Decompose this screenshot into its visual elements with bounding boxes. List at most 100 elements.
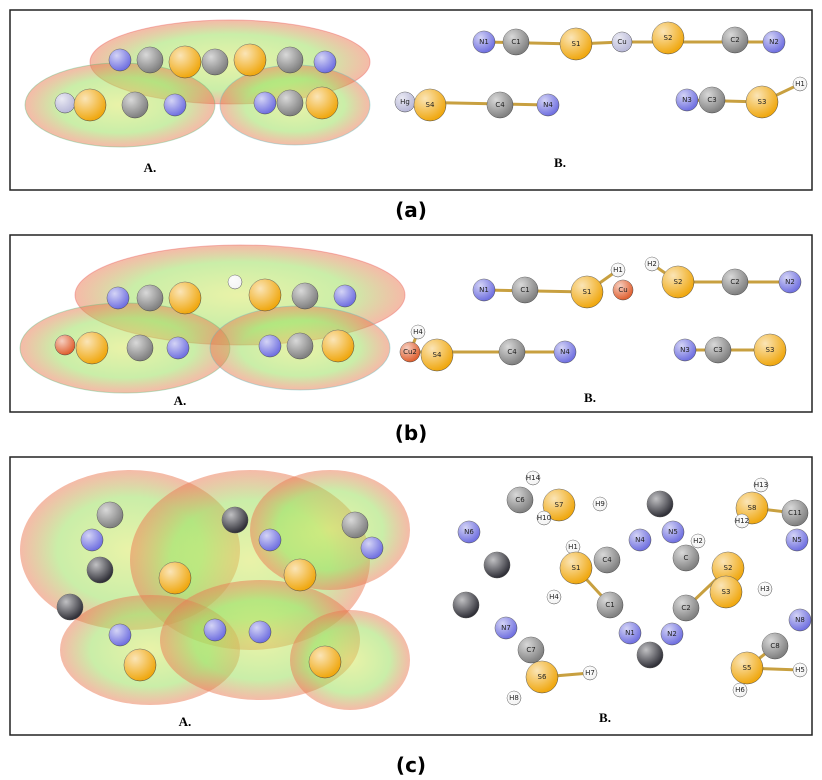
atom-label: N2 xyxy=(667,630,677,638)
atom-shine xyxy=(74,89,106,121)
atom-shine xyxy=(453,592,479,618)
atom-label: H6 xyxy=(735,686,745,694)
surface-a xyxy=(25,20,370,147)
atom-label: Cu xyxy=(618,286,627,294)
atom-label: S2 xyxy=(724,564,733,572)
atom-shine xyxy=(484,552,510,578)
atom-label: S8 xyxy=(748,504,757,512)
atom-label: C4 xyxy=(507,348,517,356)
atom-label: H4 xyxy=(413,328,423,336)
atom-label: N3 xyxy=(680,346,690,354)
surface-c xyxy=(20,470,410,710)
atom-label: S3 xyxy=(722,588,731,596)
atom-shine xyxy=(259,529,281,551)
atom-label: C1 xyxy=(520,286,529,294)
atom-label: Hg xyxy=(400,98,410,106)
atom-shine xyxy=(57,594,83,620)
atom-label: S1 xyxy=(583,288,592,296)
atom-label: H12 xyxy=(735,517,749,525)
atom-label: C3 xyxy=(707,96,716,104)
atom-shine xyxy=(87,557,113,583)
atom-label: S2 xyxy=(664,34,673,42)
atom-label: S4 xyxy=(426,101,435,109)
atom-shine xyxy=(284,559,316,591)
label-b: B. xyxy=(554,155,566,170)
label-a: A. xyxy=(179,714,192,729)
label-b: B. xyxy=(584,390,596,405)
atom-shine xyxy=(322,330,354,362)
atom-shine xyxy=(306,87,338,119)
atom-label: H3 xyxy=(760,585,770,593)
atom-shine xyxy=(259,335,281,357)
atom-label: H9 xyxy=(595,500,605,508)
caption: (c) xyxy=(396,753,426,777)
atom-label: C3 xyxy=(713,346,722,354)
atom-label: C11 xyxy=(788,509,802,517)
atom-label: C2 xyxy=(730,36,739,44)
atom-label: H14 xyxy=(526,474,541,482)
atom-shine xyxy=(122,92,148,118)
atom-shine xyxy=(277,90,303,116)
atom-shine xyxy=(159,562,191,594)
atom-shine xyxy=(169,282,201,314)
atom-label: N1 xyxy=(479,38,489,46)
atom-shine xyxy=(204,619,226,641)
atom-label: S3 xyxy=(758,98,767,106)
atom-shine xyxy=(137,47,163,73)
atom-label: S1 xyxy=(572,564,581,572)
atom-label: H5 xyxy=(795,666,805,674)
atom-shine xyxy=(228,275,242,289)
atom-label: N4 xyxy=(635,536,645,544)
atom-label: H1 xyxy=(795,80,805,88)
surface-b xyxy=(20,245,405,393)
atom-label: Cu2 xyxy=(403,348,417,356)
atom-label: Cu xyxy=(617,38,626,46)
atom-label: C6 xyxy=(515,496,525,504)
atom-label: N1 xyxy=(625,629,635,637)
atom-shine xyxy=(309,646,341,678)
atom-shine xyxy=(55,93,75,113)
atom-shine xyxy=(109,624,131,646)
atom-label: H8 xyxy=(509,694,519,702)
atom-label: C8 xyxy=(770,642,779,650)
atom-label: S2 xyxy=(674,278,683,286)
atom-label: H13 xyxy=(754,481,768,489)
atom-shine xyxy=(55,335,75,355)
atom-label: N8 xyxy=(795,616,805,624)
atom-shine xyxy=(254,92,276,114)
atom-shine xyxy=(334,285,356,307)
atom-label: N5 xyxy=(668,528,678,536)
atom-label: N5 xyxy=(792,536,802,544)
atom-label: N2 xyxy=(769,38,779,46)
label-a: A. xyxy=(144,160,157,175)
atom-shine xyxy=(249,621,271,643)
caption: (b) xyxy=(395,421,428,445)
atom-label: H1 xyxy=(568,543,578,551)
atom-shine xyxy=(169,46,201,78)
caption: (a) xyxy=(395,198,427,222)
atom-label: H2 xyxy=(693,537,703,545)
atom-label: N7 xyxy=(501,624,511,632)
atom-label: S5 xyxy=(743,664,752,672)
label-b: B. xyxy=(599,710,611,725)
atom-label: C xyxy=(684,554,689,562)
atom-shine xyxy=(76,332,108,364)
atom-label: N2 xyxy=(785,278,795,286)
atom-shine xyxy=(97,502,123,528)
atom-shine xyxy=(637,642,663,668)
atom-label: C1 xyxy=(511,38,520,46)
atom-shine xyxy=(292,283,318,309)
atom-label: N3 xyxy=(682,96,692,104)
atom-label: C2 xyxy=(730,278,739,286)
atom-label: H2 xyxy=(647,260,657,268)
atom-label: N4 xyxy=(560,348,570,356)
atom-shine xyxy=(137,285,163,311)
atom-shine xyxy=(107,287,129,309)
atom-label: C2 xyxy=(681,604,690,612)
atom-label: H7 xyxy=(585,669,595,677)
atom-shine xyxy=(109,49,131,71)
atom-label: H1 xyxy=(613,266,623,274)
atom-shine xyxy=(127,335,153,361)
figure: N1 C1 S1 Cu S2 C2 N2 Hg S4 C4 N4 N3 C3 S3 H1 N1 C1 S1 H1 Cu… xyxy=(0,0,822,780)
atom-shine xyxy=(222,507,248,533)
